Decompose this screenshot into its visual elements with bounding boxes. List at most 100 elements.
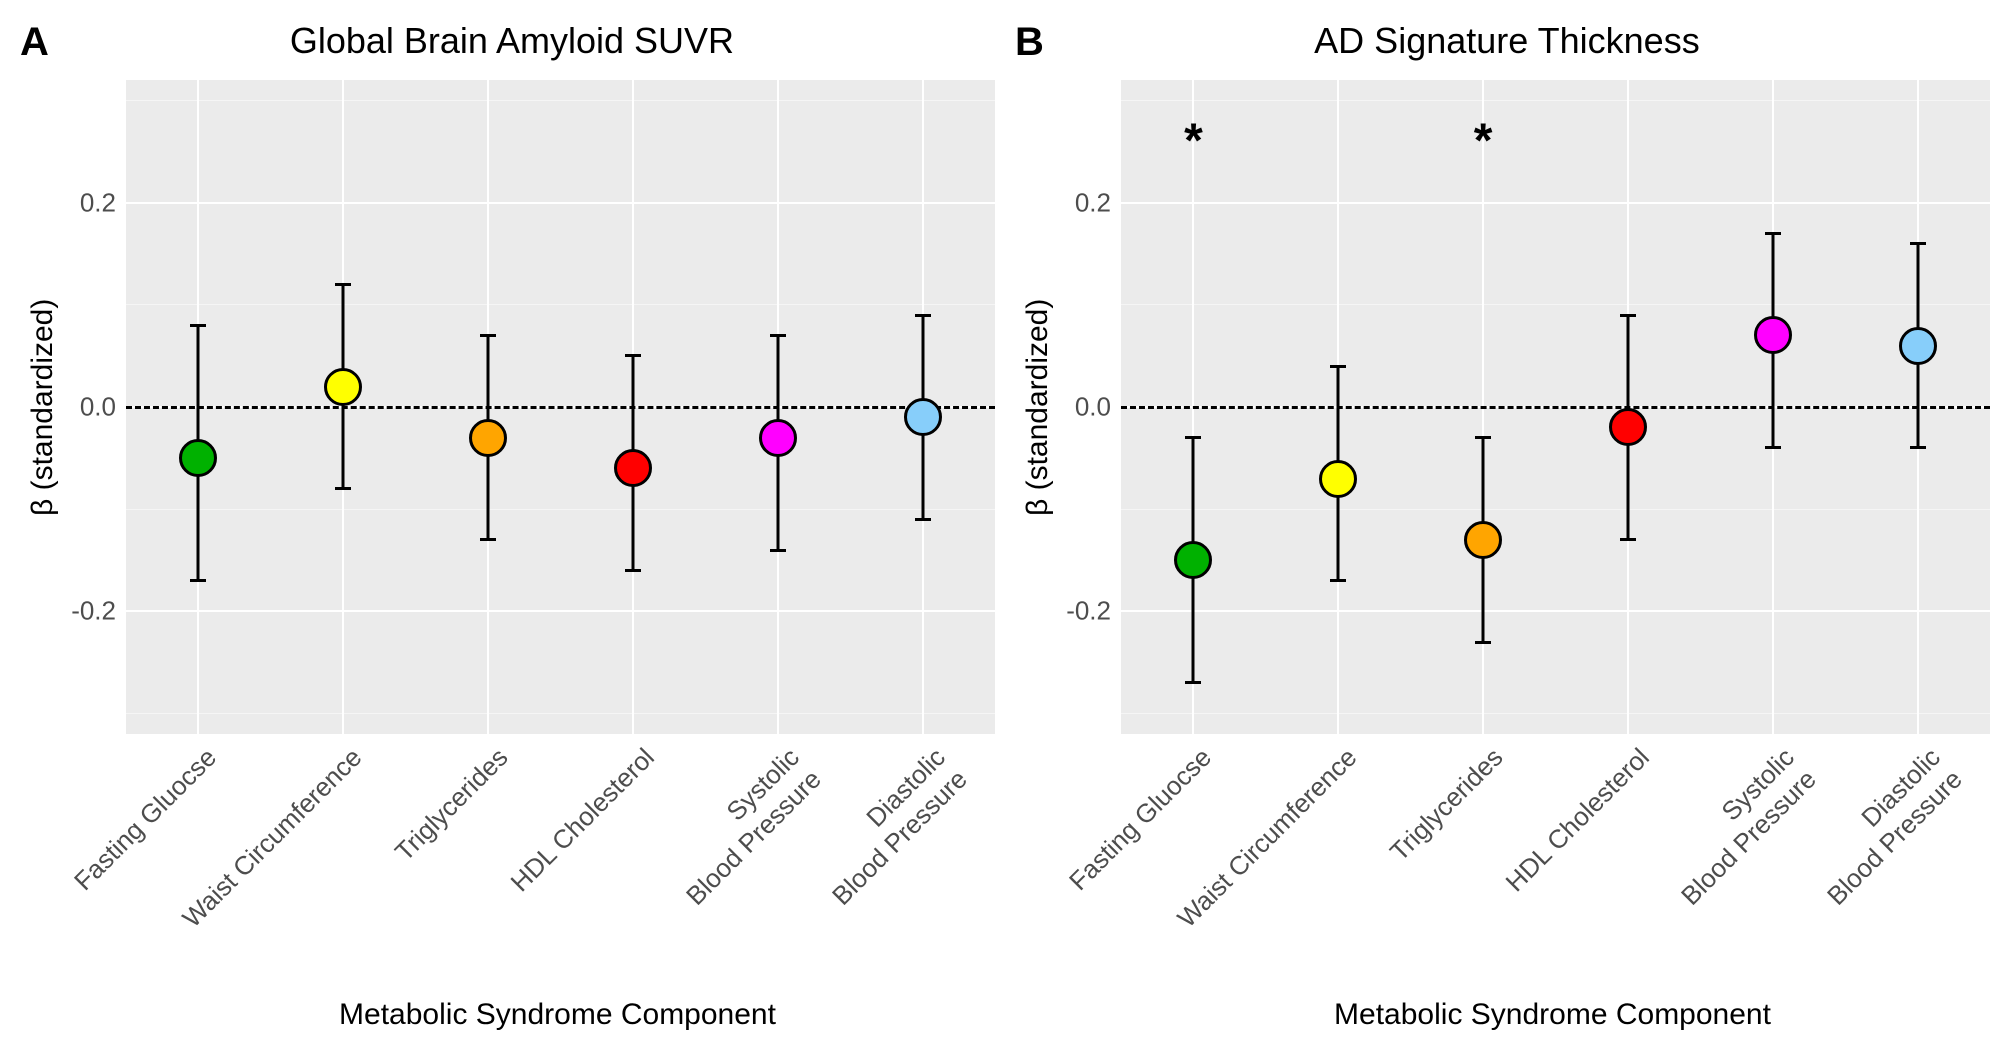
error-cap-top — [1330, 365, 1346, 368]
panel-title: Global Brain Amyloid SUVR — [69, 20, 995, 62]
y-tick: 0.2 — [80, 187, 116, 218]
panel-B: B AD Signature Thicknessβ (standardized)-… — [1015, 20, 1990, 1032]
error-cap-bottom — [480, 538, 496, 541]
error-cap-top — [915, 314, 931, 317]
y-axis-label: β (standardized) — [1015, 80, 1061, 734]
x-tick: Systolic Blood Pressure — [1654, 742, 1824, 912]
marker — [1899, 327, 1937, 365]
x-tick: Triglycerides — [389, 742, 514, 867]
gridline-horizontal — [126, 610, 995, 612]
x-axis-label: Metabolic Syndrome Component — [120, 998, 995, 1032]
gridline-horizontal — [1121, 610, 1990, 612]
x-tick-inner: Fasting GluocseWaist CircumferenceTrigly… — [120, 734, 995, 994]
marker — [179, 439, 217, 477]
error-cap-bottom — [770, 549, 786, 552]
gridline-horizontal — [126, 202, 995, 204]
data-point: * — [1192, 80, 1194, 734]
error-cap-top — [1185, 436, 1201, 439]
gridline-horizontal-minor — [1121, 100, 1990, 101]
x-tick: Diastolic Blood Pressure — [1799, 742, 1969, 912]
x-axis-label: Metabolic Syndrome Component — [1115, 998, 1990, 1032]
y-tick: 0.2 — [1075, 187, 1111, 218]
error-cap-top — [770, 334, 786, 337]
data-point — [1337, 80, 1339, 734]
error-cap-bottom — [1620, 538, 1636, 541]
data-point — [632, 80, 634, 734]
y-tick: 0.0 — [1075, 392, 1111, 423]
panel-label: B — [1015, 20, 1044, 65]
gridline-horizontal-minor — [1121, 509, 1990, 510]
marker — [1609, 408, 1647, 446]
data-point — [487, 80, 489, 734]
marker — [1464, 521, 1502, 559]
marker — [614, 449, 652, 487]
x-tick: Diastolic Blood Pressure — [804, 742, 974, 912]
plot-row: β (standardized)-0.2 0.0 0.2 — [20, 80, 995, 734]
panel-label: A — [20, 20, 49, 65]
y-tick: 0.0 — [80, 392, 116, 423]
panel-title: AD Signature Thickness — [1064, 20, 1990, 62]
x-tick: HDL Cholesterol — [1499, 742, 1655, 898]
error-cap-top — [1620, 314, 1636, 317]
gridline-horizontal-minor — [126, 713, 995, 714]
panel-header: B AD Signature Thickness — [1015, 20, 1990, 80]
error-cap-bottom — [915, 518, 931, 521]
error-cap-top — [480, 334, 496, 337]
plot-area: ** — [1121, 80, 1990, 734]
error-cap-bottom — [1910, 446, 1926, 449]
y-axis-label: β (standardized) — [20, 80, 66, 734]
plot-area — [126, 80, 995, 734]
marker — [1754, 316, 1792, 354]
y-tick-column: -0.2 0.0 0.2 — [66, 80, 126, 734]
x-tick: Triglycerides — [1384, 742, 1509, 867]
gridline-horizontal-minor — [1121, 304, 1990, 305]
error-cap-top — [335, 283, 351, 286]
error-cap-top — [1765, 232, 1781, 235]
y-tick: -0.2 — [71, 596, 116, 627]
error-cap-top — [190, 324, 206, 327]
marker — [904, 398, 942, 436]
error-cap-bottom — [1765, 446, 1781, 449]
zero-line — [126, 406, 995, 409]
marker — [1319, 460, 1357, 498]
y-tick: -0.2 — [1066, 596, 1111, 627]
gridline-horizontal-minor — [126, 509, 995, 510]
gridline-horizontal-minor — [126, 304, 995, 305]
data-point: * — [1482, 80, 1484, 734]
data-point — [197, 80, 199, 734]
data-point — [1917, 80, 1919, 734]
significance-marker: * — [1474, 114, 1493, 169]
error-cap-bottom — [1475, 641, 1491, 644]
error-cap-top — [1910, 242, 1926, 245]
error-cap-bottom — [625, 569, 641, 572]
y-tick-column: -0.2 0.0 0.2 — [1061, 80, 1121, 734]
data-point — [922, 80, 924, 734]
error-cap-bottom — [335, 487, 351, 490]
x-tick: Systolic Blood Pressure — [659, 742, 829, 912]
gridline-horizontal-minor — [126, 100, 995, 101]
data-point — [342, 80, 344, 734]
x-tick-row: Fasting GluocseWaist CircumferenceTrigly… — [20, 734, 995, 994]
error-cap-top — [1475, 436, 1491, 439]
panel-A: AGlobal Brain Amyloid SUVRβ (standardize… — [20, 20, 995, 1032]
significance-marker: * — [1184, 114, 1203, 169]
data-point — [777, 80, 779, 734]
panel-header: A Global Brain Amyloid SUVR — [20, 20, 995, 80]
data-point — [1772, 80, 1774, 734]
error-cap-bottom — [1185, 681, 1201, 684]
figure: AGlobal Brain Amyloid SUVRβ (standardize… — [20, 20, 1990, 1032]
plot-row: β (standardized)-0.20.00.2** — [1015, 80, 1990, 734]
error-cap-bottom — [1330, 579, 1346, 582]
x-tick-inner: Fasting GluocseWaist CircumferenceTrigly… — [1115, 734, 1990, 994]
marker — [324, 368, 362, 406]
x-tick-row: Fasting GluocseWaist CircumferenceTrigly… — [1015, 734, 1990, 994]
error-cap-bottom — [190, 579, 206, 582]
gridline-horizontal — [1121, 202, 1990, 204]
data-point — [1627, 80, 1629, 734]
marker — [1174, 541, 1212, 579]
error-cap-top — [625, 354, 641, 357]
x-tick: HDL Cholesterol — [504, 742, 660, 898]
gridline-horizontal-minor — [1121, 713, 1990, 714]
marker — [469, 419, 507, 457]
zero-line — [1121, 406, 1990, 409]
